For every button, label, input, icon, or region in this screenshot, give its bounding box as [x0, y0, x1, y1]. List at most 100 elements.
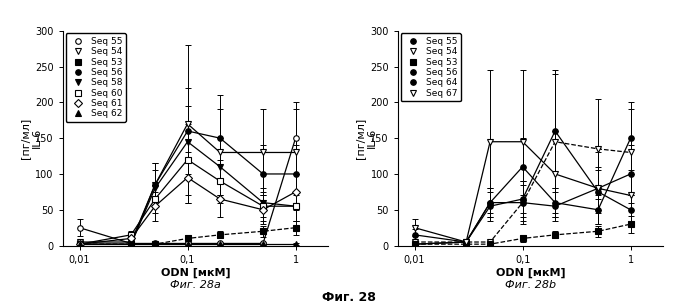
Seq 55 — [519, 165, 527, 169]
Line: Seq 62: Seq 62 — [77, 241, 298, 247]
Seq 55 — [184, 242, 192, 245]
Seq 54 — [594, 147, 602, 151]
Seq 55 — [75, 226, 84, 230]
Seq 54 — [462, 240, 470, 244]
Seq 60 — [259, 204, 267, 208]
Seq 56 — [519, 201, 527, 204]
Seq 61 — [151, 204, 159, 208]
Seq 55 — [151, 242, 159, 245]
Seq 64 — [551, 129, 559, 133]
Line: Seq 53: Seq 53 — [77, 225, 298, 247]
Text: Фиг. 28b: Фиг. 28b — [505, 280, 556, 290]
Seq 54 — [626, 151, 634, 154]
Seq 54 — [291, 151, 299, 154]
Seq 60 — [184, 158, 192, 161]
Seq 61 — [127, 237, 135, 240]
Seq 64 — [486, 204, 494, 208]
Seq 56 — [486, 201, 494, 204]
Seq 60 — [75, 242, 84, 246]
Seq 54 — [216, 151, 224, 154]
Seq 56 — [75, 242, 84, 246]
Seq 53 — [184, 237, 192, 240]
Line: Seq 56: Seq 56 — [412, 171, 633, 247]
Seq 53 — [216, 233, 224, 237]
Seq 58 — [127, 242, 135, 246]
Line: Seq 55: Seq 55 — [412, 135, 633, 245]
Seq 55 — [626, 136, 634, 140]
X-axis label: ODN [мкМ]: ODN [мкМ] — [161, 267, 230, 278]
Seq 55 — [127, 242, 135, 245]
Seq 62 — [184, 242, 192, 246]
Line: Seq 61: Seq 61 — [77, 175, 298, 247]
Line: Seq 56: Seq 56 — [77, 128, 298, 247]
Seq 55 — [216, 242, 224, 245]
Seq 60 — [151, 197, 159, 201]
Seq 62 — [259, 242, 267, 246]
Seq 55 — [486, 201, 494, 204]
Line: Seq 53: Seq 53 — [412, 221, 633, 247]
Legend: Seq 55, Seq 54, Seq 53, Seq 56, Seq 64, Seq 67: Seq 55, Seq 54, Seq 53, Seq 56, Seq 64, … — [401, 33, 461, 101]
Seq 53 — [410, 242, 419, 246]
Seq 54 — [259, 151, 267, 154]
Seq 53 — [594, 229, 602, 233]
Seq 53 — [291, 226, 299, 230]
Seq 64 — [462, 240, 470, 244]
Seq 61 — [216, 197, 224, 201]
Seq 54 — [184, 122, 192, 126]
Seq 56 — [462, 240, 470, 244]
Seq 64 — [626, 208, 634, 212]
Seq 58 — [184, 140, 192, 144]
Seq 67 — [594, 186, 602, 190]
Seq 56 — [594, 186, 602, 190]
Seq 56 — [626, 172, 634, 176]
Line: Seq 64: Seq 64 — [412, 128, 633, 247]
Seq 61 — [75, 242, 84, 246]
Seq 61 — [184, 176, 192, 179]
Seq 58 — [216, 165, 224, 169]
Seq 62 — [216, 242, 224, 246]
Seq 67 — [551, 172, 559, 176]
Seq 54 — [551, 140, 559, 144]
Seq 67 — [519, 140, 527, 144]
Seq 58 — [151, 186, 159, 190]
Seq 55 — [462, 240, 470, 244]
Line: Seq 60: Seq 60 — [77, 157, 298, 247]
Seq 53 — [486, 242, 494, 246]
Y-axis label: [пг/мл]
IL-6: [пг/мл] IL-6 — [355, 118, 377, 159]
Line: Seq 55: Seq 55 — [77, 135, 298, 246]
Seq 53 — [626, 222, 634, 226]
Seq 54 — [75, 240, 84, 244]
Seq 54 — [486, 240, 494, 244]
Seq 54 — [151, 183, 159, 187]
Text: Фиг. 28: Фиг. 28 — [322, 291, 376, 304]
Seq 58 — [75, 242, 84, 246]
Seq 55 — [551, 201, 559, 204]
Seq 61 — [291, 190, 299, 194]
X-axis label: ODN [мкМ]: ODN [мкМ] — [496, 267, 565, 278]
Seq 61 — [259, 208, 267, 212]
Seq 56 — [291, 172, 299, 176]
Seq 62 — [291, 242, 299, 246]
Seq 56 — [216, 136, 224, 140]
Legend: Seq 55, Seq 54, Seq 53, Seq 56, Seq 58, Seq 60, Seq 61, Seq 62: Seq 55, Seq 54, Seq 53, Seq 56, Seq 58, … — [66, 33, 126, 122]
Seq 56 — [151, 183, 159, 187]
Seq 55 — [594, 208, 602, 212]
Seq 54 — [410, 240, 419, 244]
Seq 56 — [259, 172, 267, 176]
Seq 53 — [462, 242, 470, 246]
Text: Фиг. 28a: Фиг. 28a — [170, 280, 221, 290]
Seq 55 — [259, 242, 267, 245]
Seq 53 — [75, 242, 84, 246]
Seq 54 — [127, 240, 135, 244]
Y-axis label: [пг/мл]
IL-6: [пг/мл] IL-6 — [20, 118, 42, 159]
Seq 60 — [291, 204, 299, 208]
Seq 53 — [127, 242, 135, 246]
Seq 53 — [151, 242, 159, 246]
Seq 53 — [519, 237, 527, 240]
Line: Seq 54: Seq 54 — [412, 139, 633, 245]
Line: Seq 67: Seq 67 — [412, 139, 633, 245]
Seq 60 — [216, 179, 224, 183]
Seq 67 — [486, 140, 494, 144]
Seq 67 — [410, 226, 419, 230]
Seq 64 — [519, 197, 527, 201]
